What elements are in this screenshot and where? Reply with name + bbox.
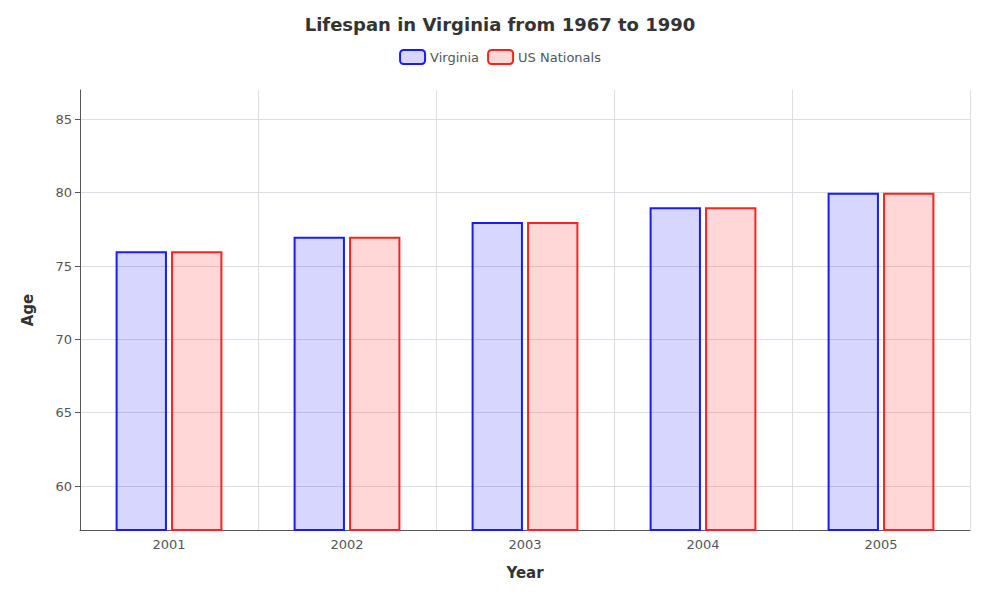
svg-text:2005: 2005 (864, 537, 897, 552)
svg-text:US Nationals: US Nationals (518, 50, 601, 65)
svg-text:2001: 2001 (152, 537, 185, 552)
svg-text:Age: Age (19, 294, 37, 327)
svg-text:75: 75 (55, 259, 72, 274)
svg-text:70: 70 (55, 332, 72, 347)
svg-text:65: 65 (55, 405, 72, 420)
svg-text:2004: 2004 (686, 537, 719, 552)
svg-text:Virginia: Virginia (430, 50, 479, 65)
svg-text:Year: Year (505, 564, 544, 582)
svg-text:2002: 2002 (330, 537, 363, 552)
svg-text:85: 85 (55, 112, 72, 127)
svg-text:60: 60 (55, 479, 72, 494)
svg-text:Lifespan in Virginia from 1967: Lifespan in Virginia from 1967 to 1990 (305, 14, 696, 35)
svg-text:2003: 2003 (508, 537, 541, 552)
svg-text:80: 80 (55, 185, 72, 200)
